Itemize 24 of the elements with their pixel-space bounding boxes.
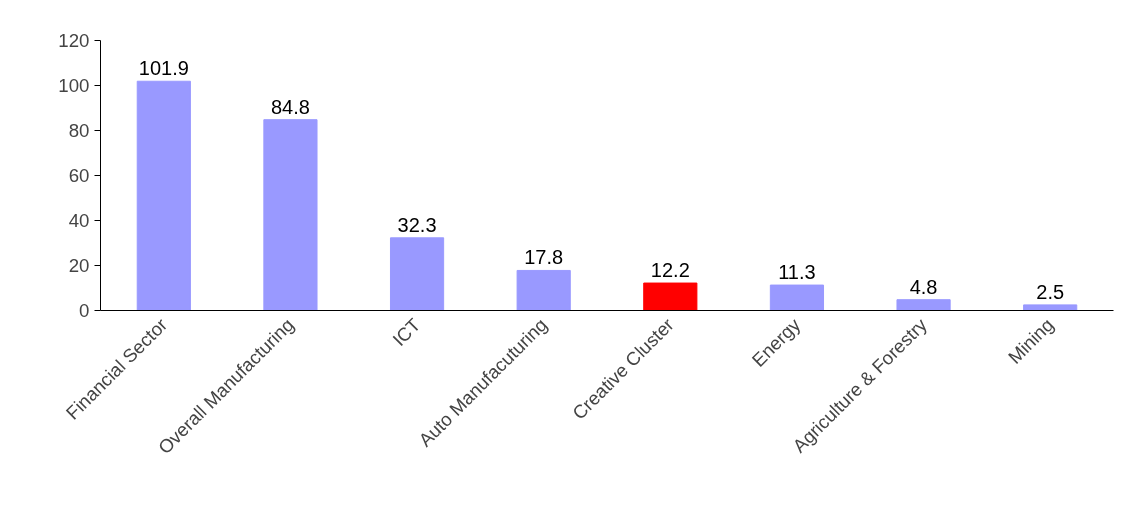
- y-tick-label: 100: [58, 75, 90, 96]
- data-label: 101.9: [138, 57, 189, 80]
- bar: [389, 237, 445, 311]
- y-tick-label: 20: [68, 255, 90, 276]
- bar: [643, 282, 698, 311]
- data-label: 12.2: [650, 259, 690, 282]
- data-label: 17.8: [524, 246, 564, 269]
- bar: [769, 284, 825, 311]
- bar: [896, 299, 951, 311]
- bar: [136, 80, 191, 311]
- y-tick-label: 40: [68, 210, 90, 231]
- data-label: 11.3: [778, 261, 816, 284]
- data-label: 2.5: [1036, 280, 1065, 303]
- y-tick-label: 120: [58, 30, 90, 51]
- bar: [516, 269, 571, 311]
- bar: [1023, 304, 1078, 311]
- y-tick-label: 0: [79, 300, 90, 321]
- bar: [263, 119, 318, 311]
- data-label: 32.3: [397, 213, 437, 236]
- data-label: 84.8: [270, 95, 310, 118]
- data-label: 4.8: [909, 275, 938, 298]
- y-tick-label: 80: [68, 120, 90, 141]
- y-tick-label: 60: [68, 165, 90, 186]
- x-tick-label: ICT: [388, 314, 425, 351]
